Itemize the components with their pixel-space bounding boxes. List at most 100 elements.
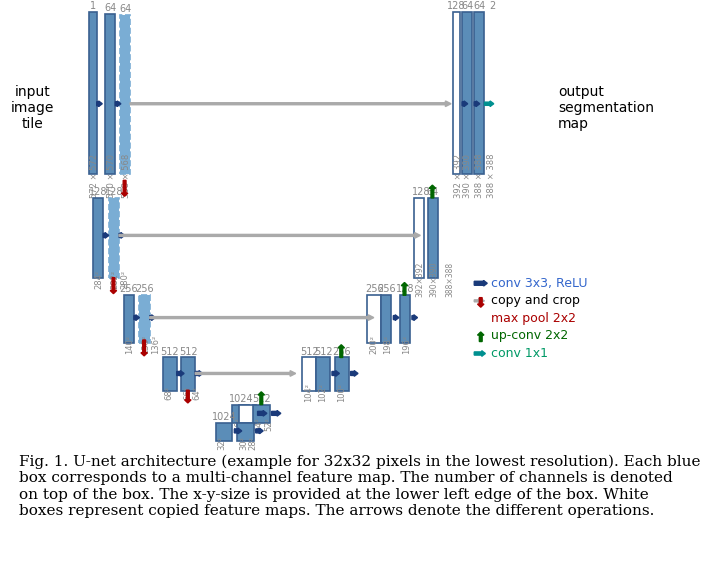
FancyBboxPatch shape [140, 295, 150, 343]
FancyBboxPatch shape [474, 12, 484, 174]
Text: 392 × 392: 392 × 392 [454, 153, 463, 198]
FancyArrow shape [110, 278, 116, 294]
Text: 64: 64 [461, 1, 473, 11]
FancyBboxPatch shape [237, 423, 254, 441]
FancyBboxPatch shape [239, 405, 256, 423]
FancyBboxPatch shape [163, 357, 177, 391]
Text: 128: 128 [89, 187, 107, 197]
FancyArrow shape [412, 315, 418, 321]
Text: 256: 256 [377, 285, 396, 294]
Text: copy and crop: copy and crop [491, 294, 579, 307]
FancyArrow shape [122, 180, 128, 196]
Text: 66²: 66² [183, 385, 192, 399]
Text: 140²: 140² [125, 335, 135, 354]
Text: 56²: 56² [234, 417, 243, 431]
Text: 100²: 100² [336, 383, 346, 402]
Text: 32²: 32² [218, 436, 226, 450]
FancyArrow shape [338, 345, 344, 357]
Text: 388×388: 388×388 [446, 262, 454, 297]
Text: 1024: 1024 [212, 412, 237, 422]
Text: 512: 512 [179, 347, 197, 357]
FancyBboxPatch shape [181, 357, 195, 391]
FancyBboxPatch shape [453, 12, 460, 174]
Text: 64: 64 [427, 187, 439, 197]
Text: 256: 256 [333, 347, 351, 357]
Text: 102²: 102² [318, 383, 327, 402]
FancyBboxPatch shape [400, 295, 410, 343]
FancyArrow shape [256, 428, 263, 434]
FancyArrow shape [462, 101, 467, 107]
FancyArrow shape [474, 101, 480, 107]
Text: 2: 2 [488, 1, 495, 11]
Text: 570 × 570: 570 × 570 [107, 153, 116, 198]
Text: 390×390: 390×390 [430, 262, 438, 297]
FancyBboxPatch shape [316, 357, 330, 391]
FancyArrow shape [258, 392, 264, 405]
Text: 1: 1 [90, 1, 96, 11]
FancyArrow shape [429, 185, 435, 198]
Text: 54²: 54² [255, 417, 264, 431]
Text: 392×392: 392×392 [416, 262, 424, 297]
Text: 52²: 52² [264, 417, 273, 431]
Text: 128: 128 [447, 1, 466, 11]
FancyBboxPatch shape [302, 357, 316, 391]
Text: 512: 512 [160, 347, 179, 357]
Text: max pool 2x2: max pool 2x2 [491, 312, 576, 325]
FancyBboxPatch shape [90, 12, 97, 174]
FancyArrow shape [150, 315, 155, 321]
FancyArrow shape [234, 428, 242, 434]
FancyArrow shape [258, 410, 267, 416]
Text: 196²: 196² [402, 335, 411, 354]
FancyArrow shape [474, 351, 486, 356]
Text: 64: 64 [473, 1, 486, 11]
FancyArrow shape [103, 233, 108, 238]
Text: 128: 128 [396, 285, 414, 294]
Text: 282²: 282² [111, 270, 119, 289]
FancyBboxPatch shape [232, 405, 249, 423]
Text: 104²: 104² [304, 383, 313, 402]
FancyBboxPatch shape [93, 198, 103, 278]
Text: input
image
tile: input image tile [11, 85, 54, 131]
FancyArrow shape [141, 340, 147, 356]
Text: 136²: 136² [151, 335, 159, 354]
FancyArrow shape [332, 371, 339, 376]
Text: up-conv 2x2: up-conv 2x2 [491, 329, 569, 342]
Text: 128: 128 [411, 187, 430, 197]
Text: output
segmentation
map: output segmentation map [558, 85, 654, 131]
Text: 138²: 138² [141, 335, 151, 354]
Text: 572 × 572: 572 × 572 [90, 153, 99, 198]
Text: 388 × 388: 388 × 388 [487, 153, 496, 198]
Text: 128: 128 [105, 187, 123, 197]
FancyBboxPatch shape [253, 405, 269, 423]
FancyBboxPatch shape [381, 295, 392, 343]
FancyBboxPatch shape [414, 198, 424, 278]
Text: 390 × 390: 390 × 390 [463, 153, 472, 198]
Text: 512: 512 [300, 347, 318, 357]
Text: 64: 64 [104, 3, 116, 13]
FancyArrow shape [351, 371, 358, 376]
Text: 64²: 64² [192, 386, 202, 399]
Text: 256: 256 [119, 285, 138, 294]
FancyArrow shape [272, 410, 281, 416]
Text: Fig. 1. U-net architecture (example for 32x32 pixels in the lowest resolution). : Fig. 1. U-net architecture (example for … [19, 455, 700, 518]
Text: 200²: 200² [369, 335, 378, 354]
FancyBboxPatch shape [428, 198, 438, 278]
FancyArrow shape [474, 280, 487, 286]
FancyArrow shape [150, 315, 373, 321]
Text: 1024: 1024 [229, 394, 253, 404]
FancyBboxPatch shape [335, 357, 349, 391]
FancyArrow shape [97, 101, 103, 107]
Text: 256: 256 [365, 285, 384, 294]
Text: 284²: 284² [95, 270, 104, 289]
FancyBboxPatch shape [462, 12, 472, 174]
FancyArrow shape [185, 390, 191, 403]
FancyBboxPatch shape [215, 423, 232, 441]
Text: 28²: 28² [248, 436, 257, 450]
Text: 512: 512 [314, 347, 333, 357]
Text: 568 × 568: 568 × 568 [122, 153, 131, 198]
FancyArrow shape [401, 283, 408, 295]
FancyArrow shape [195, 371, 296, 376]
Text: conv 3x3, ReLU: conv 3x3, ReLU [491, 277, 587, 290]
FancyArrow shape [177, 371, 184, 376]
Text: 512: 512 [252, 394, 271, 404]
